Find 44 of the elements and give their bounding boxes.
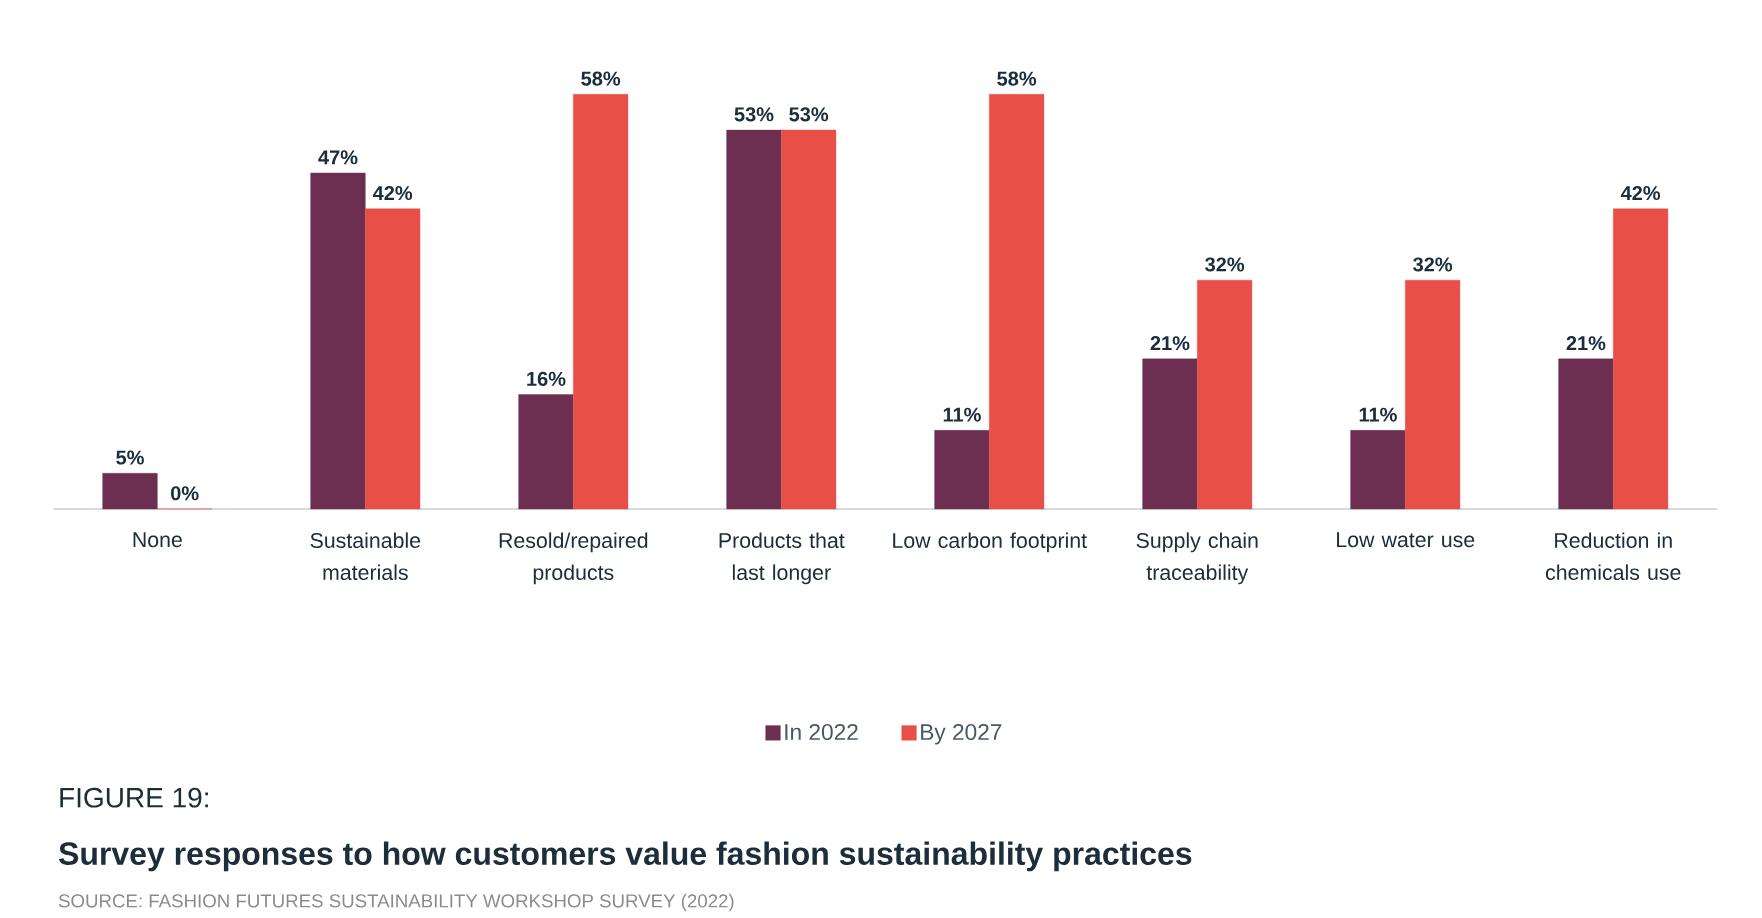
x-tick-label: None bbox=[133, 532, 182, 548]
bar bbox=[1613, 208, 1669, 510]
bar bbox=[1350, 430, 1406, 510]
legend-label: By 2027 bbox=[921, 724, 1002, 745]
bar bbox=[1405, 280, 1461, 510]
bar bbox=[934, 430, 990, 510]
data-label: 32% bbox=[1413, 257, 1453, 272]
caption: FIGURE 19: bbox=[60, 787, 208, 808]
legend-label: In 2022 bbox=[785, 724, 858, 741]
data-label: 42% bbox=[1620, 185, 1661, 201]
bar bbox=[1142, 358, 1198, 510]
data-label: 42% bbox=[372, 185, 413, 201]
x-tick-label: Sustainable materials bbox=[310, 532, 421, 581]
bar bbox=[726, 129, 782, 510]
bar bbox=[989, 94, 1045, 510]
bar bbox=[1558, 358, 1614, 510]
data-label: 11% bbox=[943, 407, 981, 422]
x-tick-label: Resold/repaired products bbox=[499, 532, 648, 585]
data-label: 0% bbox=[171, 486, 199, 501]
x-tick-label: Low carbon footprint bbox=[893, 532, 1087, 553]
source-note: SOURCE: FASHION FUTURES SUSTAINABILITY WORKSHOP SURVEY (2022) bbox=[58, 893, 734, 912]
x-tick-label: Low water use bbox=[1337, 532, 1475, 548]
data-label: 11% bbox=[1359, 407, 1397, 422]
data-label: 58% bbox=[581, 71, 621, 86]
bar bbox=[102, 473, 158, 510]
x-tick-label: Reduction in chemicals use bbox=[1545, 532, 1681, 581]
x-tick-label: Products that last longer bbox=[719, 532, 845, 585]
x-tick-label: Supply chain traceability bbox=[1136, 532, 1258, 585]
data-label: 53% bbox=[789, 107, 829, 122]
data-label: 21% bbox=[1566, 336, 1606, 351]
bar bbox=[573, 94, 629, 510]
data-label: 47% bbox=[318, 150, 358, 165]
bar bbox=[310, 172, 366, 510]
data-label: 32% bbox=[1205, 257, 1245, 272]
data-label: 5% bbox=[116, 450, 144, 465]
bar bbox=[781, 129, 837, 510]
text: Survey responses to how customers value fashion sustainability practices bbox=[58, 841, 1192, 872]
data-label: 21% bbox=[1150, 336, 1190, 351]
data-label: 53% bbox=[734, 107, 774, 122]
bar bbox=[1197, 280, 1253, 510]
data-label: 58% bbox=[997, 71, 1037, 86]
data-label: 16% bbox=[527, 371, 566, 386]
bar bbox=[518, 394, 574, 510]
bar bbox=[365, 208, 421, 510]
